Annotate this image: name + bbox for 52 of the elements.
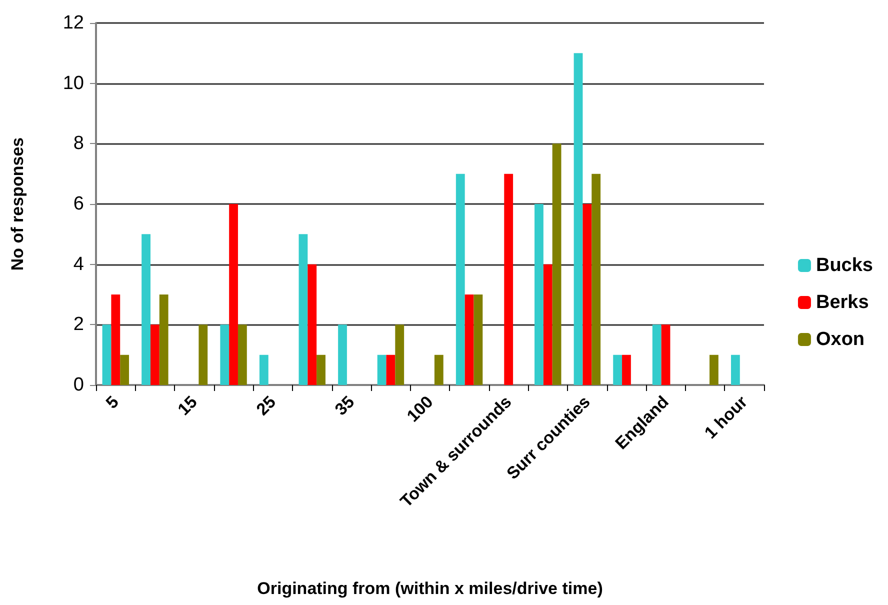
x-tick-label: 100 [403, 392, 437, 426]
bar [395, 324, 404, 385]
bar [308, 264, 317, 385]
bar [259, 354, 268, 385]
y-tick-label: 0 [73, 374, 84, 396]
bar [316, 354, 326, 385]
bar [338, 324, 347, 385]
bar [434, 354, 444, 385]
x-axis-title: Originating from (within x miles/drive time) [257, 579, 603, 598]
bar [504, 174, 514, 385]
x-tick-label: 25 [252, 392, 280, 420]
x-tick-label: 35 [331, 392, 358, 420]
bar [582, 204, 592, 385]
bar [534, 204, 544, 385]
bar [159, 294, 168, 385]
x-tick-label: 5 [102, 392, 122, 412]
legend-label: Oxon [816, 329, 865, 350]
bar [552, 144, 562, 385]
bar [150, 324, 160, 385]
bar [220, 324, 230, 385]
bar [574, 53, 583, 385]
legend-label: Bucks [816, 255, 874, 276]
bar [543, 264, 552, 385]
bar [298, 234, 308, 385]
bar [142, 234, 150, 385]
bar [710, 354, 718, 385]
y-tick-label: 12 [62, 12, 84, 34]
y-tick-label: 2 [73, 314, 84, 336]
bar [622, 354, 631, 385]
x-tick-label: 15 [174, 392, 201, 420]
bar [386, 354, 396, 385]
legend-label: Berks [816, 292, 869, 313]
bar [661, 324, 670, 385]
y-tick-label: 6 [73, 194, 84, 214]
bar [198, 324, 208, 385]
bar [464, 294, 474, 385]
y-axis-title: No of responses [8, 137, 27, 271]
bar [474, 294, 483, 385]
bar [652, 324, 662, 385]
bar [456, 174, 465, 385]
bar [102, 324, 112, 385]
bar [613, 354, 622, 385]
bar [377, 354, 386, 385]
y-tick-label: 8 [73, 133, 84, 154]
bar [238, 324, 247, 385]
bar [111, 294, 120, 385]
y-tick-label: 10 [62, 72, 84, 94]
bar [120, 354, 130, 385]
bar [730, 354, 740, 385]
bar [229, 204, 238, 385]
y-tick-label: 4 [73, 254, 84, 275]
bar [592, 174, 601, 385]
